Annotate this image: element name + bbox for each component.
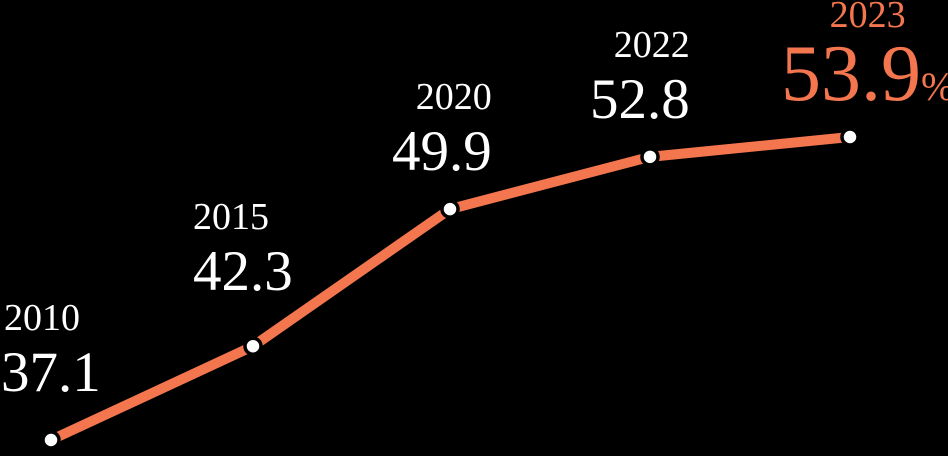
percent-unit: % xyxy=(921,64,948,109)
year-label: 2022 xyxy=(613,24,690,66)
value-label: 49.9 xyxy=(392,120,492,183)
value-label: 53.9% xyxy=(781,34,948,127)
data-point-marker xyxy=(243,336,263,356)
year-label: 2020 xyxy=(415,76,492,118)
data-label-2023-highlight: 2023 53.9% xyxy=(781,0,948,127)
data-label-2015: 2015 42.3 xyxy=(193,198,293,300)
value-label: 42.3 xyxy=(193,240,293,303)
data-point-marker xyxy=(640,147,660,167)
data-label-2010: 2010 37.1 xyxy=(1,299,101,401)
data-point-markers xyxy=(41,127,860,450)
data-point-marker xyxy=(440,199,460,219)
value-label: 37.1 xyxy=(1,341,101,404)
year-label: 2015 xyxy=(193,196,269,238)
data-label-2022: 2022 52.8 xyxy=(590,26,690,128)
value-label: 52.8 xyxy=(590,68,690,131)
data-point-marker xyxy=(840,127,860,147)
value-number: 53.9 xyxy=(781,30,921,118)
data-label-2020: 2020 49.9 xyxy=(392,78,492,180)
year-label: 2010 xyxy=(4,297,80,339)
data-point-marker xyxy=(41,430,61,450)
year-label: 2023 xyxy=(829,0,906,36)
